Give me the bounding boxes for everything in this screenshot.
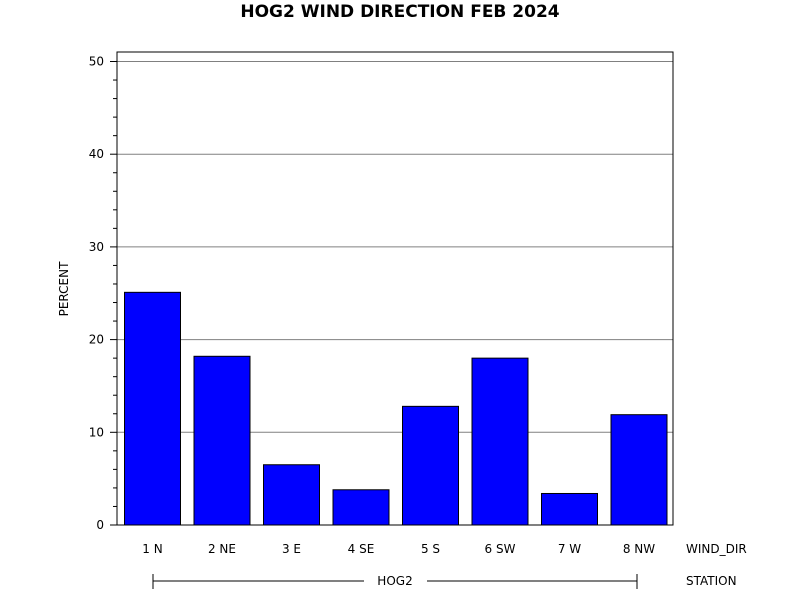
x-tick-label: 5 S (421, 542, 440, 556)
bar-3 (263, 464, 320, 526)
x-tick-label: 6 SW (485, 542, 516, 556)
y-tick-label: 0 (96, 518, 104, 532)
y-tick-label: 20 (89, 333, 104, 347)
x-tick-label: 1 N (142, 542, 162, 556)
chart-title: HOG2 WIND DIRECTION FEB 2024 (240, 2, 559, 22)
x-tick-label: 8 NW (623, 542, 655, 556)
group-axis-label: STATION (686, 574, 737, 588)
group-name-label: HOG2 (377, 574, 412, 588)
bar-2 (193, 355, 251, 526)
y-tick-label: 50 (89, 55, 104, 69)
x-axis-label: WIND_DIR (686, 542, 747, 556)
grid-lines (117, 61, 673, 433)
group-axis: HOG2 (152, 574, 638, 589)
x-tick-label: 3 E (282, 542, 301, 556)
bar-1 (124, 291, 181, 526)
x-tick-label: 2 NE (208, 542, 236, 556)
bar-8 (610, 414, 668, 526)
plot-frame (116, 51, 674, 526)
y-axis: 0 10 20 30 40 50 (89, 55, 117, 532)
bar-7 (541, 492, 598, 526)
y-tick-label: 40 (89, 147, 104, 161)
y-axis-label: PERCENT (57, 261, 71, 316)
y-tick-label: 10 (89, 425, 104, 439)
x-tick-label: 4 SE (348, 542, 375, 556)
bar-4 (332, 489, 390, 526)
bar-5 (402, 405, 459, 526)
bar-6 (471, 357, 529, 526)
x-tick-label: 7 W (558, 542, 581, 556)
y-tick-label: 30 (89, 240, 104, 254)
x-axis-tick-labels: 1 N 2 NE 3 E 4 SE 5 S 6 SW 7 W 8 NW (142, 542, 655, 556)
bars (124, 291, 668, 526)
